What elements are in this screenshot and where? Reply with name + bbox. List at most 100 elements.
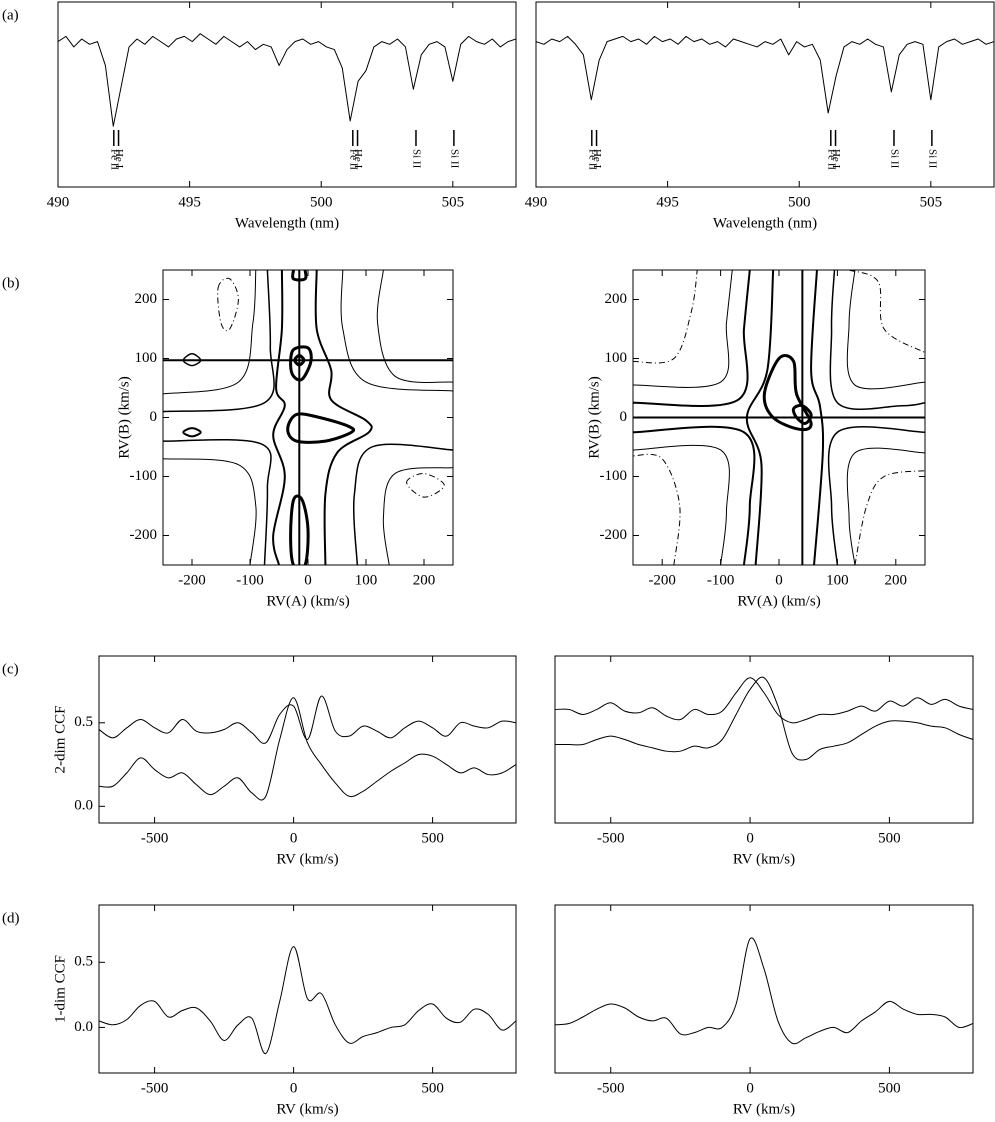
x-tick-label: 500 xyxy=(878,830,901,846)
x-tick-label: 200 xyxy=(413,572,436,588)
line-id-label: Fe II xyxy=(108,149,120,170)
x-tick-label: 0 xyxy=(304,572,312,588)
plot-frame xyxy=(554,904,974,1074)
x-tick-label: 0 xyxy=(746,830,754,846)
x-tick-label: -200 xyxy=(648,572,676,588)
contour-line xyxy=(289,494,310,565)
y-axis-label: 1-dim CCF xyxy=(52,955,68,1023)
plot-frame xyxy=(554,655,974,824)
x-tick-label: -500 xyxy=(597,1080,625,1096)
x-axis-label: RV (km/s) xyxy=(733,851,795,867)
x-tick-label: 0 xyxy=(290,1080,298,1096)
plot-area xyxy=(163,270,453,565)
panel-label: (a) xyxy=(2,7,19,23)
plot-frame xyxy=(98,655,517,824)
contour-line xyxy=(633,444,730,565)
y-tick-label: -200 xyxy=(130,527,158,543)
data-line xyxy=(555,677,973,724)
contour-line xyxy=(846,270,925,390)
y-tick-label: 0.0 xyxy=(74,1019,93,1035)
x-tick-label: 100 xyxy=(826,572,849,588)
contour-line xyxy=(286,412,356,444)
contour-line xyxy=(340,270,453,392)
plot-frame xyxy=(162,269,454,566)
line-id-label: Fe II xyxy=(347,149,359,170)
y-tick-label: 0.5 xyxy=(74,954,93,970)
line-id-label: Si II xyxy=(410,149,422,169)
plot-frame xyxy=(535,1,995,188)
line-id-label: Fe II xyxy=(825,149,837,170)
contour-line xyxy=(854,470,925,565)
x-axis-label: RV (km/s) xyxy=(733,1101,795,1117)
x-tick-label: 0 xyxy=(290,830,298,846)
x-tick-label: 490 xyxy=(47,194,70,210)
x-tick-label: -500 xyxy=(597,830,625,846)
contour-line xyxy=(272,270,286,565)
plot-frame xyxy=(57,1,517,188)
y-axis-label: 2-dim CCF xyxy=(52,706,68,774)
contour-line xyxy=(406,473,445,498)
line-id-label: Si II xyxy=(926,149,938,169)
x-tick-label: -500 xyxy=(141,830,169,846)
contour-line xyxy=(352,443,453,565)
y-tick-label: -100 xyxy=(130,468,158,484)
y-axis-label: RV(B) (km/s) xyxy=(116,376,132,459)
contour-line xyxy=(163,438,272,565)
x-tick-label: -200 xyxy=(178,572,206,588)
contour-line xyxy=(633,270,751,407)
x-axis-label: RV (km/s) xyxy=(276,1101,338,1117)
x-axis-label: Wavelength (nm) xyxy=(235,215,339,231)
plot-frame xyxy=(98,904,517,1074)
data-line xyxy=(536,35,994,114)
plot-frame xyxy=(632,269,926,566)
x-tick-label: 100 xyxy=(355,572,378,588)
contour-line xyxy=(633,270,733,388)
x-axis-label: RV (km/s) xyxy=(276,851,338,867)
contour-line xyxy=(163,270,275,413)
data-line xyxy=(555,937,973,1045)
x-tick-label: 500 xyxy=(421,1080,444,1096)
x-tick-label: 0 xyxy=(746,1080,754,1096)
contour-line xyxy=(289,345,313,382)
plot-area xyxy=(58,33,516,127)
y-tick-label: -100 xyxy=(600,468,628,484)
panel-label: (b) xyxy=(2,275,20,291)
line-id-label: He I xyxy=(352,149,364,169)
contour-line xyxy=(163,270,257,395)
contour-line xyxy=(163,458,257,565)
y-tick-label: -200 xyxy=(600,527,628,543)
x-tick-label: 500 xyxy=(788,194,811,210)
contour-line xyxy=(382,467,453,565)
y-tick-label: 100 xyxy=(605,350,628,366)
contour-line xyxy=(217,277,239,332)
contour-line xyxy=(810,270,825,565)
panel-label: (c) xyxy=(2,661,19,677)
contour-line xyxy=(633,425,756,565)
contour-line xyxy=(182,427,202,438)
plot-area xyxy=(555,937,973,1045)
contour-line xyxy=(762,354,813,432)
y-tick-label: 0.5 xyxy=(74,714,93,730)
x-tick-label: 490 xyxy=(525,194,548,210)
plot-area xyxy=(99,946,516,1054)
data-line xyxy=(99,946,516,1054)
y-tick-label: 0 xyxy=(620,409,628,425)
x-tick-label: 505 xyxy=(442,194,465,210)
x-axis-label: RV(A) (km/s) xyxy=(737,593,820,609)
x-tick-label: -100 xyxy=(707,572,735,588)
data-line xyxy=(58,33,516,127)
line-id-label: He I xyxy=(113,149,125,169)
contour-line xyxy=(376,270,453,383)
x-tick-label: 500 xyxy=(421,830,444,846)
x-tick-label: 500 xyxy=(310,194,333,210)
plot-area xyxy=(99,695,516,801)
contour-line xyxy=(827,426,925,565)
contour-line xyxy=(314,270,373,565)
contour-line xyxy=(633,270,698,364)
data-line xyxy=(555,676,973,761)
plot-area xyxy=(633,270,925,565)
line-id-label: Si II xyxy=(448,149,460,169)
y-axis-label: RV(B) (km/s) xyxy=(586,376,602,459)
contour-line xyxy=(846,447,925,565)
